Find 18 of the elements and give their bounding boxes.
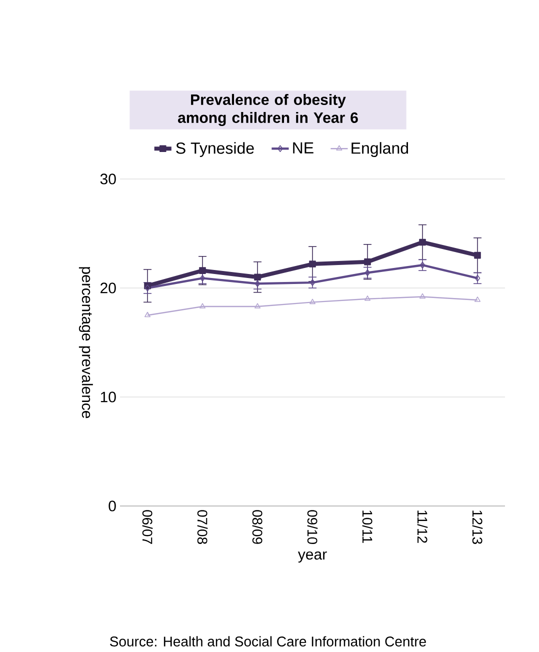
x-tick-label: 08/09 bbox=[252, 510, 263, 544]
x-tick-label: 09/10 bbox=[307, 510, 318, 544]
y-tick-label: 0 bbox=[108, 500, 116, 512]
source-note: Source: Health and Social Care Information Centre bbox=[110, 636, 426, 646]
legend-label: England bbox=[352, 142, 408, 157]
x-axis-title: year bbox=[298, 551, 327, 563]
x-tick-label: 10/11 bbox=[362, 510, 373, 543]
y-tick-label: 30 bbox=[100, 174, 116, 184]
legend-label: NE bbox=[293, 142, 314, 154]
y-axis-title: percentage prevalence bbox=[78, 267, 93, 418]
x-tick-label: 07/08 bbox=[197, 510, 208, 544]
chart-title: Prevalence of obesity among children in Year 6 bbox=[178, 94, 358, 126]
y-tick-label: 20 bbox=[100, 282, 116, 294]
legend-label: S Tyneside bbox=[176, 142, 254, 157]
y-tick-label: 10 bbox=[100, 392, 116, 402]
x-tick-label: 11/12 bbox=[417, 510, 428, 543]
x-tick-label: 12/13 bbox=[472, 510, 483, 544]
x-tick-label: 06/07 bbox=[142, 510, 153, 544]
